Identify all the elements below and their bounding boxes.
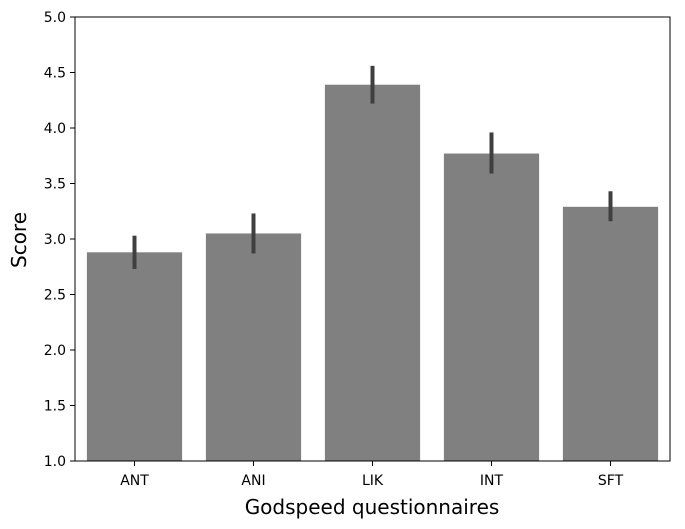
bar-ant	[86, 252, 183, 461]
y-tick-label: 2.5	[44, 288, 66, 304]
y-tick-label: 4.5	[44, 66, 66, 82]
y-axis-title: Score	[7, 212, 31, 268]
x-axis-ticks: ANT ANI LIK INT SFT	[120, 461, 624, 489]
bar-int	[443, 153, 540, 461]
error-bars-layer	[132, 65, 613, 269]
x-tick-label: INT	[480, 473, 504, 489]
y-tick-label: 4.0	[44, 121, 66, 137]
x-axis-title: Godspeed questionnaires	[245, 495, 500, 519]
y-tick-label: 1.0	[44, 454, 66, 470]
x-tick-label: ANT	[120, 473, 149, 489]
x-tick-label: SFT	[598, 473, 624, 489]
y-tick-label: 1.5	[44, 399, 66, 415]
x-tick-label: ANI	[241, 473, 265, 489]
y-tick-label: 5.0	[44, 10, 66, 26]
y-tick-label: 3.0	[44, 232, 66, 248]
bar-sft	[562, 206, 659, 461]
x-tick-label: LIK	[362, 473, 384, 489]
y-tick-label: 2.0	[44, 343, 66, 359]
bars-layer	[86, 84, 659, 462]
y-tick-label: 3.5	[44, 177, 66, 193]
y-axis-ticks: 1.0 1.5 2.0 2.5 3.0 3.5 4.0 4.5 5.0	[44, 10, 75, 470]
bar-lik	[324, 84, 421, 462]
bar-ani	[205, 233, 302, 461]
